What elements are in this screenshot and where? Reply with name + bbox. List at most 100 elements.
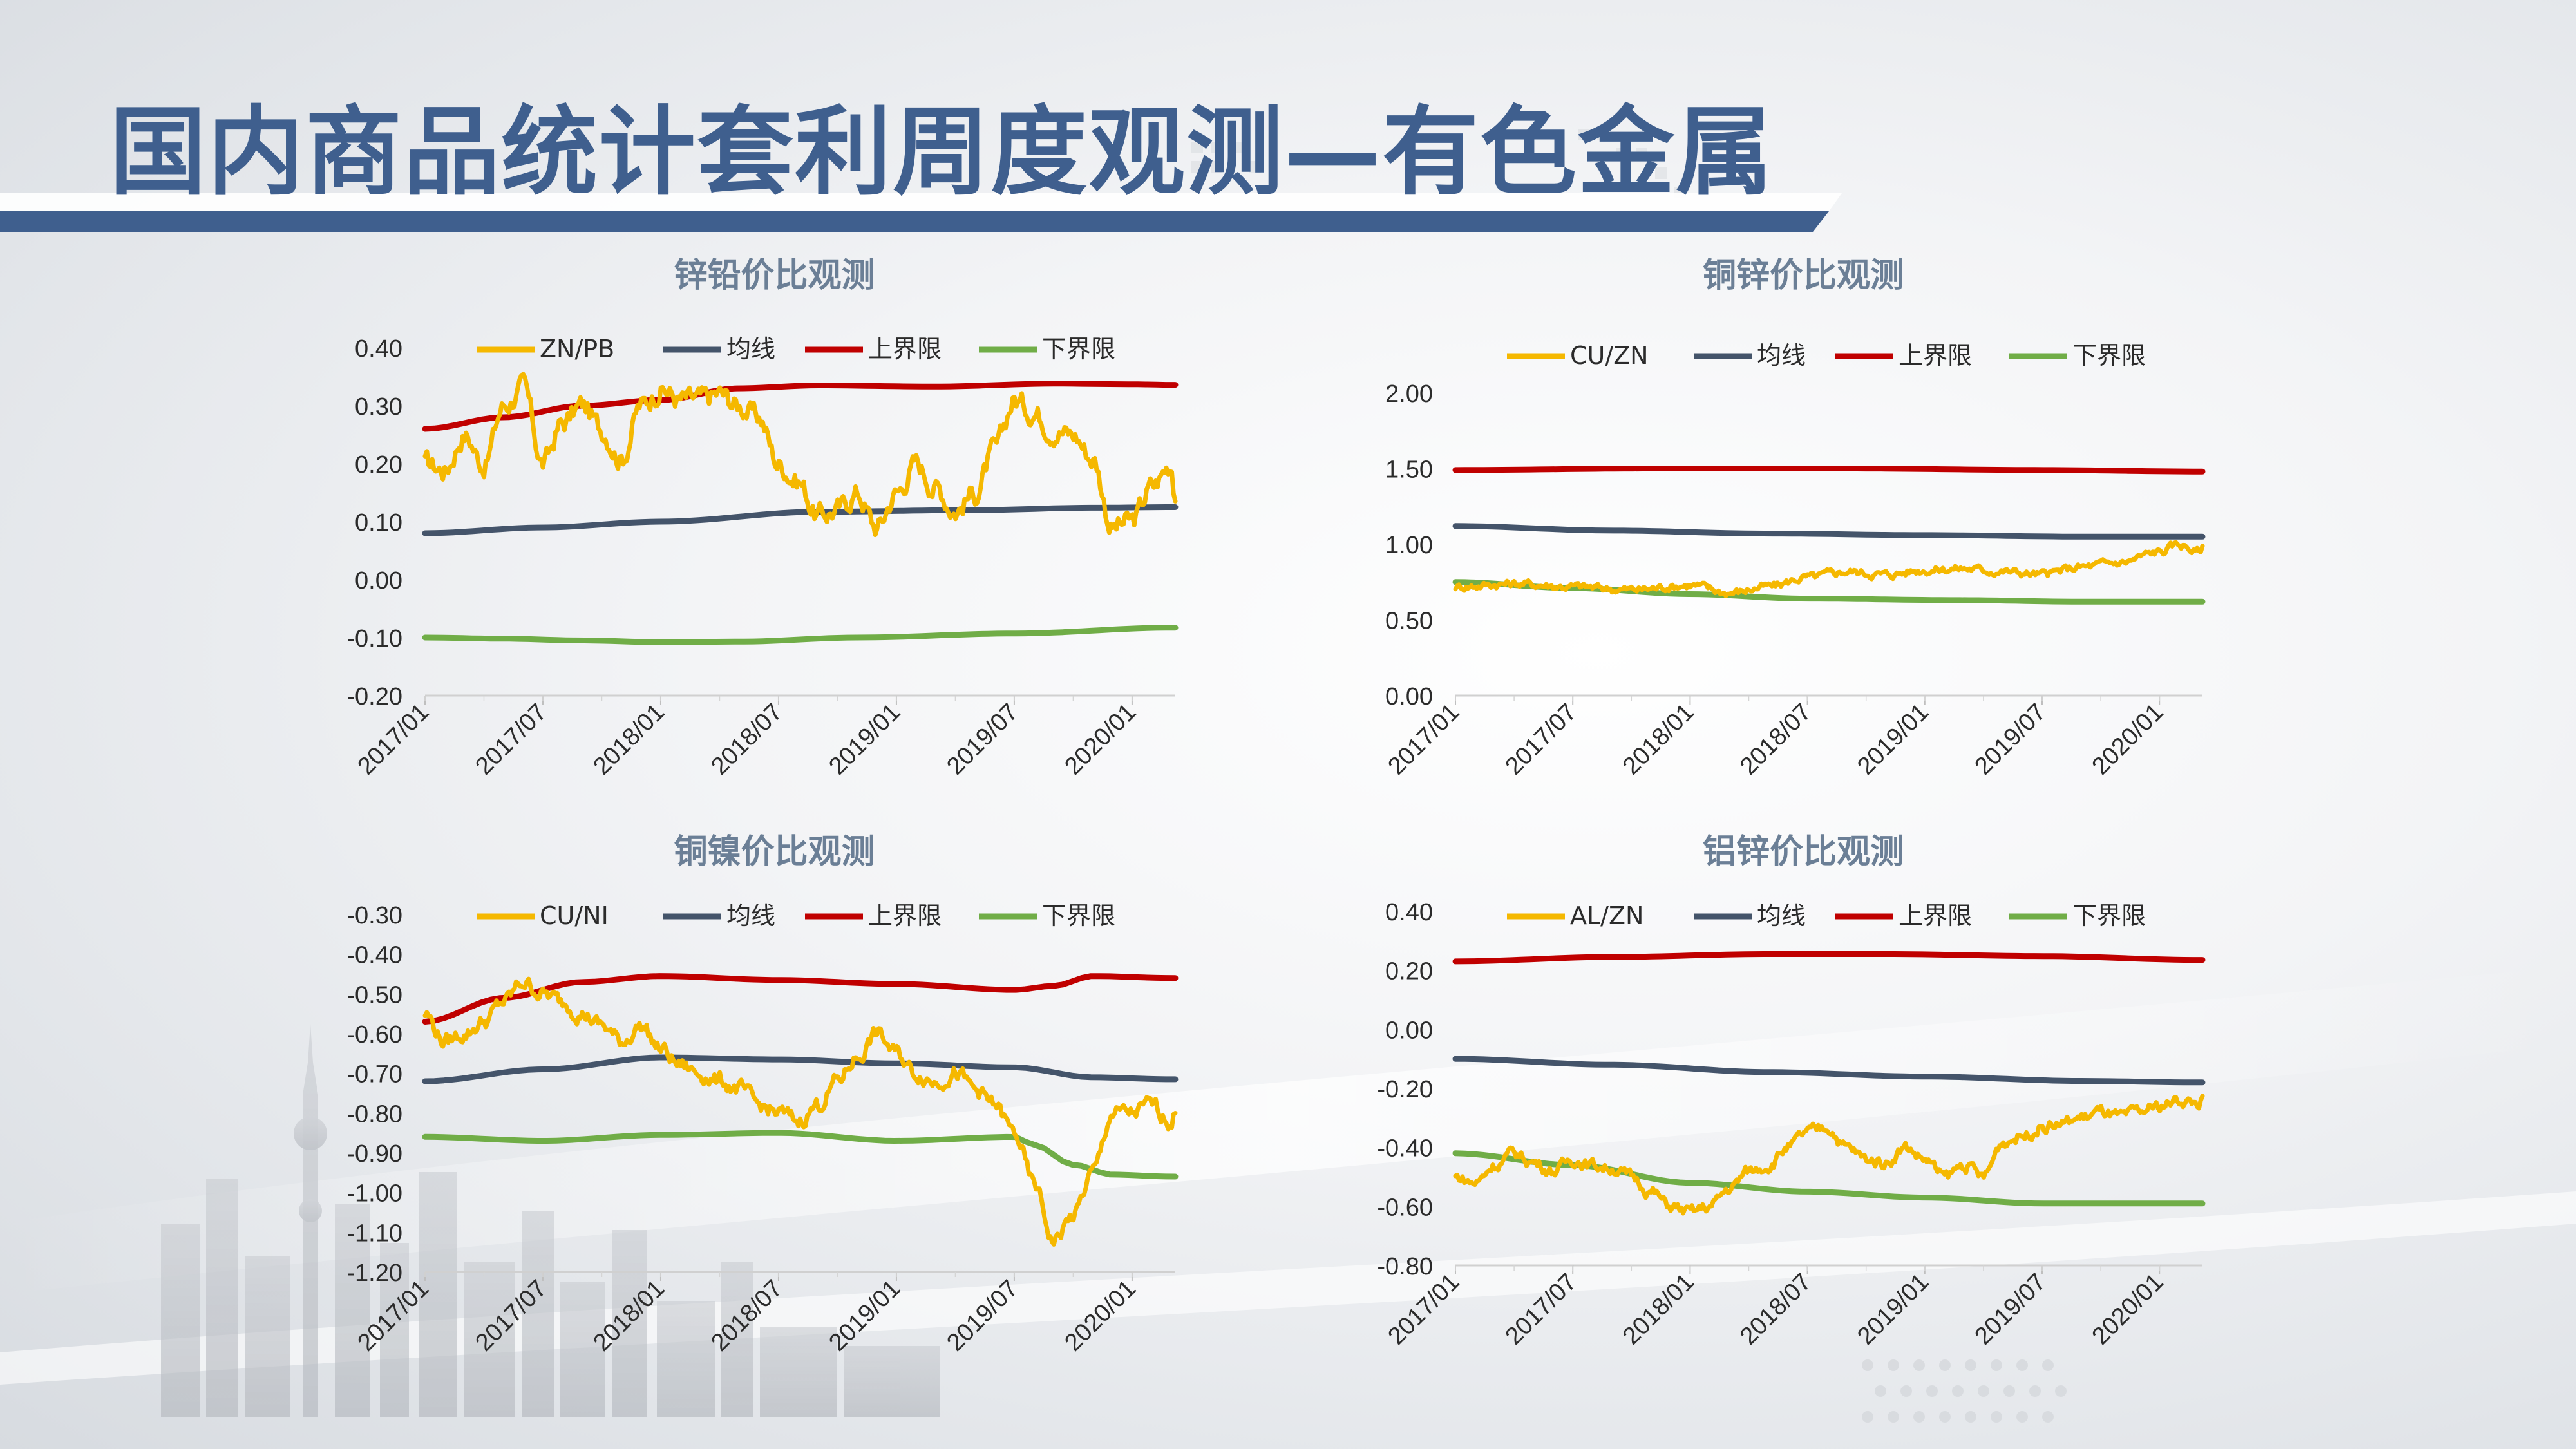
legend-item: 下界限 <box>979 335 1115 363</box>
y-tick-label: -0.70 <box>346 1061 402 1088</box>
y-tick-label: -0.80 <box>1377 1253 1433 1280</box>
legend-item: CU/ZN <box>1507 341 1649 370</box>
legend-label: 均线 <box>726 902 775 930</box>
series-line-ratio <box>1453 1094 2205 1216</box>
y-tick-label: 0.00 <box>355 567 402 594</box>
series-line-upper <box>422 381 1179 432</box>
x-tick-label: 2017/01 <box>1383 1269 1465 1350</box>
legend-item: 上界限 <box>1835 902 1972 930</box>
chart-title: 铜锌价比观测 <box>1703 256 1904 295</box>
y-tick-label: -0.20 <box>1377 1076 1433 1103</box>
y-tick-label: -0.60 <box>346 1021 402 1048</box>
chart-title: 铝锌价比观测 <box>1703 833 1904 871</box>
y-tick-label: 0.50 <box>1385 608 1433 635</box>
y-tick-label: 0.10 <box>355 509 402 536</box>
legend-item: 均线 <box>1694 902 1806 930</box>
x-tick-label: 2017/01 <box>353 699 435 781</box>
y-tick-label: 0.40 <box>1385 899 1433 926</box>
legend-label: CU/NI <box>540 902 609 930</box>
x-tick-label: 2018/01 <box>588 699 670 781</box>
series-line-lower <box>422 625 1179 645</box>
x-tick-label: 2018/07 <box>1735 1269 1817 1350</box>
x-tick-label: 2020/01 <box>2087 1269 2169 1350</box>
chart-al-zn: 铝锌价比观测0.400.200.00-0.20-0.40-0.60-0.8020… <box>1377 833 2206 1350</box>
x-tick-label: 2019/07 <box>1970 1269 2052 1350</box>
y-tick-label: 0.20 <box>1385 958 1433 985</box>
y-tick-label: 0.30 <box>355 393 402 421</box>
y-tick-label: -1.00 <box>346 1180 402 1208</box>
series-line-mean <box>1452 523 2206 540</box>
y-tick-label: -0.30 <box>346 902 402 929</box>
y-tick-label: -0.20 <box>346 683 402 710</box>
chart-cu-ni: 铜镍价比观测 -0.30 -0.40 -0.50 -0.60 -0.70 -0.80 -0.9… <box>346 833 1179 1357</box>
legend-label: 上界限 <box>868 335 942 363</box>
legend-label: 均线 <box>1757 902 1806 930</box>
y-tick-label: -1.10 <box>346 1220 402 1247</box>
x-tick-label: 2019/01 <box>1852 699 1934 781</box>
legend-item: 上界限 <box>805 902 942 930</box>
legend-label: 均线 <box>726 335 775 363</box>
legend-label: 上界限 <box>1899 341 1972 370</box>
x-tick-label: 2020/01 <box>1059 1275 1141 1357</box>
legend-item: 下界限 <box>2009 902 2146 930</box>
legend-item: 下界限 <box>2009 341 2146 370</box>
legend-label: 上界限 <box>1899 902 1972 930</box>
y-tick-label: 0.40 <box>355 336 402 363</box>
x-tick-label: 2017/01 <box>1383 699 1465 781</box>
y-tick-label: 1.50 <box>1385 457 1433 484</box>
legend-label: 上界限 <box>868 902 942 930</box>
legend-item: AL/ZN <box>1507 902 1643 930</box>
x-tick-label: 2017/07 <box>1501 699 1582 781</box>
legend-item: 均线 <box>1694 341 1806 370</box>
x-tick-label: 2018/07 <box>706 1275 788 1357</box>
legend-item: 均线 <box>663 902 775 930</box>
chart-title: 锌铅价比观测 <box>674 256 875 295</box>
series-line-lower <box>422 1130 1179 1180</box>
y-tick-label: -1.20 <box>346 1260 402 1287</box>
y-tick-label: 1.00 <box>1385 532 1433 559</box>
page-title: 国内商品统计套利周度观测—有色金属 <box>109 97 1774 209</box>
y-tick-label: -0.40 <box>1377 1135 1433 1162</box>
x-tick-label: 2019/07 <box>942 699 1023 781</box>
x-tick-label: 2018/01 <box>1618 699 1700 781</box>
x-tick-label: 2017/01 <box>353 1275 435 1357</box>
y-tick-label: -0.10 <box>346 625 402 652</box>
series-line-ratio <box>422 372 1178 538</box>
y-tick-label: 2.00 <box>1385 381 1433 408</box>
series-line-ratio <box>422 976 1178 1247</box>
chart-zn-pb: 锌铅价比观测0.400.300.200.100.00-0.10-0.202017… <box>346 256 1179 781</box>
x-tick-label: 2018/07 <box>1735 699 1817 781</box>
y-tick-label: -0.40 <box>346 942 402 969</box>
y-tick-label: -0.90 <box>346 1141 402 1168</box>
x-tick-label: 2018/07 <box>706 699 788 781</box>
x-tick-label: 2017/07 <box>471 1275 553 1357</box>
chart-title: 铜镍价比观测 <box>674 833 875 871</box>
x-tick-label: 2019/01 <box>1852 1269 1934 1350</box>
x-tick-label: 2018/01 <box>1618 1269 1700 1350</box>
series-line-mean <box>1452 1056 2206 1086</box>
series-line-upper <box>422 973 1179 1025</box>
title-bar <box>0 211 1829 232</box>
y-tick-label: 0.00 <box>1385 1017 1433 1044</box>
x-tick-label: 2019/07 <box>942 1275 1023 1357</box>
y-tick-label: 0.20 <box>355 451 402 478</box>
x-tick-label: 2019/01 <box>824 1275 905 1357</box>
y-tick-label: -0.50 <box>346 981 402 1009</box>
series-line-mean <box>422 504 1179 536</box>
series-line-ratio <box>1453 540 2205 598</box>
legend-label: CU/ZN <box>1570 341 1649 370</box>
legend-item: 上界限 <box>1835 341 1972 370</box>
legend-label: 下界限 <box>2072 341 2146 370</box>
x-tick-label: 2017/07 <box>471 699 553 781</box>
series-line-upper <box>1452 951 2206 965</box>
legend-label: 下界限 <box>2072 902 2146 930</box>
x-tick-label: 2020/01 <box>1059 699 1141 781</box>
x-tick-label: 2019/07 <box>1970 699 2052 781</box>
legend-item: CU/NI <box>477 902 609 930</box>
x-tick-label: 2018/01 <box>588 1275 670 1357</box>
legend-item: 均线 <box>663 335 775 363</box>
x-tick-label: 2020/01 <box>2087 699 2169 781</box>
x-tick-label: 2019/01 <box>824 699 905 781</box>
